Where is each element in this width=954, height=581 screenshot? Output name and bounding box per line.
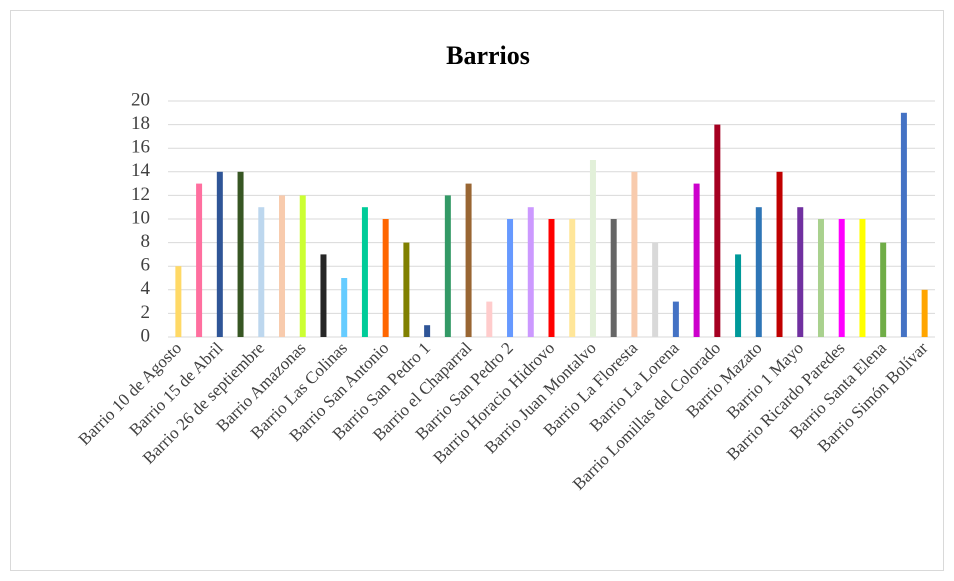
y-tick-label: 6 <box>141 255 151 276</box>
bar <box>693 183 700 337</box>
bar <box>320 254 327 337</box>
y-tick-label: 2 <box>141 302 151 323</box>
bar <box>237 171 244 337</box>
bar <box>175 266 182 337</box>
y-tick-label: 16 <box>131 137 150 158</box>
bar <box>859 219 866 337</box>
bar <box>341 278 348 337</box>
bar <box>797 207 804 337</box>
bar <box>382 219 389 337</box>
bar <box>672 301 679 337</box>
y-tick-label: 8 <box>141 231 151 252</box>
bar <box>652 242 659 337</box>
y-tick-label: 14 <box>131 160 151 181</box>
bar <box>196 183 203 337</box>
bar <box>403 242 410 337</box>
bar <box>507 219 514 337</box>
bar <box>900 112 907 337</box>
bar <box>817 219 824 337</box>
bar <box>776 171 783 337</box>
y-tick-label: 20 <box>131 89 150 110</box>
bar <box>569 219 576 337</box>
bar <box>589 160 596 337</box>
bar <box>486 301 493 337</box>
bar <box>735 254 742 337</box>
chart-title: Barrios <box>446 41 530 70</box>
bar <box>610 219 617 337</box>
y-tick-label: 18 <box>131 113 150 134</box>
bar <box>714 124 721 337</box>
bar <box>216 171 223 337</box>
bar <box>299 195 306 337</box>
bar <box>631 171 638 337</box>
bar <box>279 195 286 337</box>
bar <box>755 207 762 337</box>
y-tick-label: 10 <box>131 207 150 228</box>
y-tick-label: 12 <box>131 184 150 205</box>
bar <box>465 183 472 337</box>
bar <box>424 325 431 337</box>
y-tick-label: 4 <box>141 278 151 299</box>
y-tick-label: 0 <box>141 325 151 346</box>
chart-frame <box>10 10 944 571</box>
bar <box>921 289 928 337</box>
bar <box>880 242 887 337</box>
bar <box>361 207 368 337</box>
bar <box>838 219 845 337</box>
bar <box>444 195 451 337</box>
bar <box>527 207 534 337</box>
bar <box>548 219 555 337</box>
bar <box>258 207 265 337</box>
